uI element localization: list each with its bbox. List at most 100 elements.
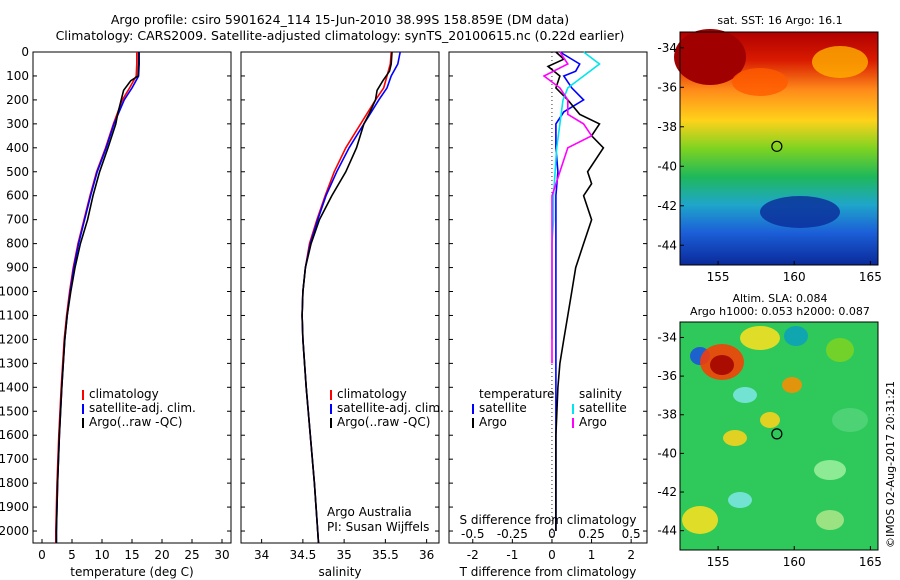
y-tick-label: 500 (6, 165, 29, 179)
sla-anomaly-blob (682, 506, 718, 534)
map-y-tick-label: -38 (657, 120, 677, 134)
sla-anomaly-blob (760, 412, 780, 428)
plot-frame (240, 51, 440, 544)
x-tick-label: 30 (214, 548, 229, 562)
map-x-tick-label: 160 (783, 555, 806, 569)
sst-map-title: sat. SST: 16 Argo: 16.1 (717, 14, 843, 27)
sla-anomaly-blob (816, 510, 844, 530)
x-tick-label-top: -0.5 (461, 527, 484, 541)
annotation-text: Argo Australia (327, 505, 412, 519)
x-axis-label: T difference from climatology (459, 565, 637, 579)
legend-label: Argo (579, 415, 607, 429)
float-position-marker (771, 140, 783, 152)
series-line (542, 51, 593, 364)
map-y-tick-label: -42 (657, 199, 677, 213)
map-y-tick-label: -36 (657, 369, 677, 383)
sla-anomaly-blob (782, 377, 802, 393)
legend-label: climatology (89, 387, 159, 401)
series-line (301, 51, 393, 544)
x-tick-label: 5 (68, 548, 76, 562)
map-y-tick-label: -34 (657, 41, 677, 55)
x-tick-label: -2 (467, 548, 479, 562)
y-tick-label: 200 (6, 93, 29, 107)
x-tick-label: 35.5 (372, 548, 399, 562)
imos-timestamp: ©IMOS 02-Aug-2017 20:31:21 (884, 381, 897, 548)
y-tick-label: 1400 (0, 380, 29, 394)
warm-patch (812, 46, 868, 78)
x-tick-label: 0 (38, 548, 46, 562)
y-tick-label: 800 (6, 237, 29, 251)
map-y-tick-label: -38 (657, 408, 677, 422)
warm-patch (732, 68, 788, 96)
x-tick-label: 0 (548, 548, 556, 562)
x-tick-label: 10 (94, 548, 109, 562)
y-tick-label: 700 (6, 213, 29, 227)
x-tick-label: 36 (419, 548, 434, 562)
y-tick-label: 1700 (0, 452, 29, 466)
legend-label: Argo(..raw -QC) (337, 415, 430, 429)
x-tick-label: 34.5 (290, 548, 317, 562)
y-tick-label: 1100 (0, 308, 29, 322)
legend-label: satellite (579, 401, 627, 415)
legend-label: satellite-adj. clim. (89, 401, 196, 415)
chart-title-line2: Climatology: CARS2009. Satellite-adjuste… (55, 28, 625, 43)
float-position-marker (771, 428, 783, 440)
legend-label: climatology (337, 387, 407, 401)
legend-heading: temperature (479, 387, 554, 401)
y-tick-label: 1500 (0, 404, 29, 418)
map-x-tick-label: 165 (859, 555, 882, 569)
map-y-tick-label: -34 (657, 330, 677, 344)
y-tick-label: 400 (6, 141, 29, 155)
annotation-text: PI: Susan Wijffels (327, 520, 429, 534)
x-tick-label: 1 (588, 548, 596, 562)
series-line (301, 51, 392, 544)
map-x-tick-label: 155 (707, 555, 730, 569)
x-tick-label: 35 (336, 548, 351, 562)
series-line (551, 51, 601, 340)
x-tick-label-top: 0.5 (622, 527, 641, 541)
map-y-tick-label: -40 (657, 159, 677, 173)
sla-anomaly-blob (784, 326, 808, 346)
sla-anomaly-blob (733, 387, 757, 403)
sla-anomaly-blob (710, 355, 734, 375)
y-tick-label: 2000 (0, 524, 29, 538)
x-tick-label-top: 0.25 (578, 527, 605, 541)
map-x-tick-label: 160 (783, 270, 806, 284)
series-line (54, 52, 138, 543)
sla-map-title-line2: Argo h1000: 0.053 h2000: 0.087 (690, 305, 870, 318)
legend-label: satellite (479, 401, 527, 415)
y-tick-label: 1200 (0, 332, 29, 346)
map-frame (679, 31, 879, 266)
y-tick-label: 1300 (0, 356, 29, 370)
cold-patch (760, 196, 840, 228)
sla-anomaly-blob (723, 430, 747, 446)
plot-frame (448, 51, 648, 544)
map-y-tick-label: -42 (657, 485, 677, 499)
sla-anomaly-blob (826, 338, 854, 362)
warm-patch (674, 29, 746, 85)
series-line (301, 51, 401, 544)
plot-frame (32, 51, 232, 544)
legend-label: Argo(..raw -QC) (89, 415, 182, 429)
x-axis-label-top: S difference from climatology (460, 513, 637, 527)
x-tick-label: 20 (154, 548, 169, 562)
y-tick-label: 1000 (0, 285, 29, 299)
sla-anomaly-blob (728, 492, 752, 508)
x-tick-label: -1 (506, 548, 518, 562)
map-y-tick-label: -40 (657, 446, 677, 460)
x-tick-label: 2 (627, 548, 635, 562)
x-axis-label: temperature (deg C) (70, 565, 193, 579)
y-tick-label: 600 (6, 189, 29, 203)
sla-anomaly-blob (814, 460, 846, 480)
y-tick-label: 900 (6, 261, 29, 275)
sla-anomaly-blob (740, 326, 780, 350)
y-tick-label: 100 (6, 69, 29, 83)
map-x-tick-label: 165 (859, 270, 882, 284)
series-line (546, 51, 605, 531)
y-tick-label: 1900 (0, 500, 29, 514)
x-tick-label-top: -0.25 (497, 527, 528, 541)
x-tick-label: 25 (184, 548, 199, 562)
y-tick-label: 1800 (0, 476, 29, 490)
series-line (555, 51, 585, 531)
